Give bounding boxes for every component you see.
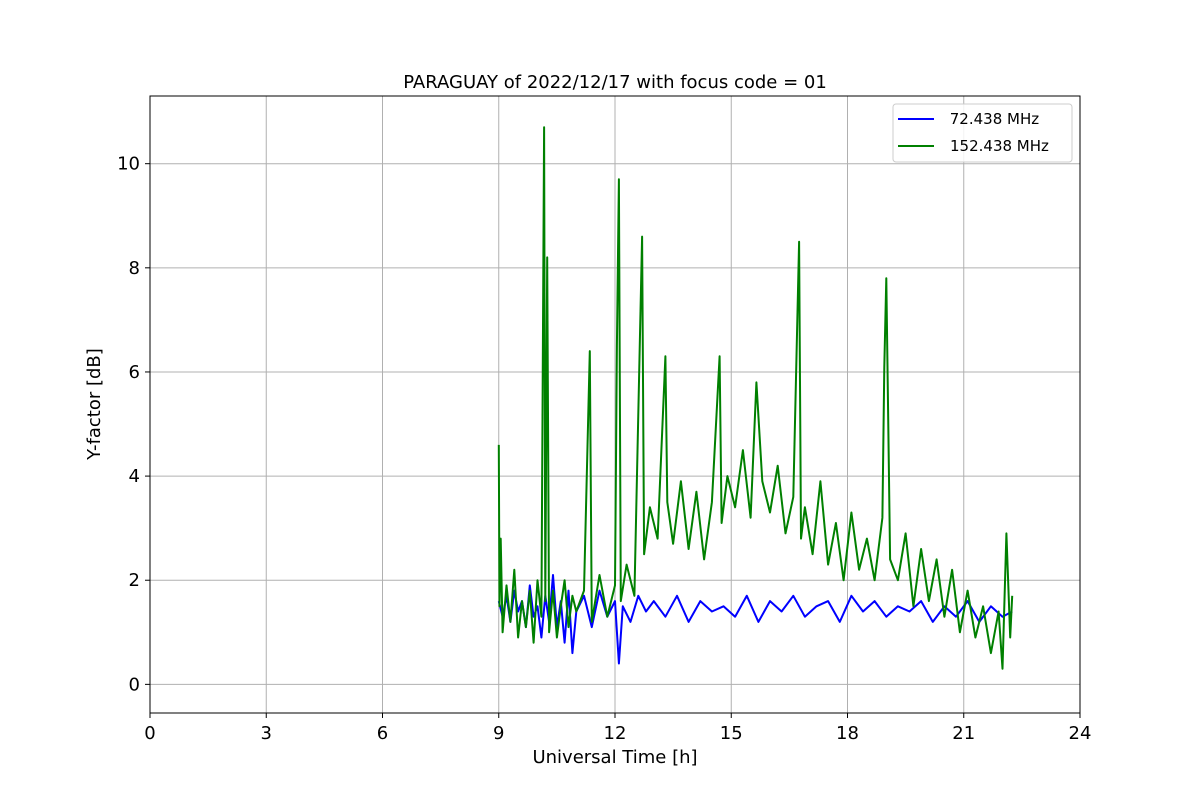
legend: 72.438 MHz 152.438 MHz [892, 103, 1073, 163]
x-tick-label: 12 [604, 723, 627, 744]
x-tick-label: 24 [1069, 723, 1092, 744]
x-tick-label: 3 [261, 723, 272, 744]
series-line-1 [497, 574, 1013, 665]
x-tick-label: 15 [720, 723, 743, 744]
x-tick-label: 6 [377, 723, 388, 744]
y-tick-label: 2 [129, 570, 140, 591]
x-tick-label: 18 [836, 723, 859, 744]
legend-label-series-1: 72.438 MHz [945, 110, 1039, 128]
y-axis-ticks: 0 2 4 6 8 10 [117, 154, 150, 695]
y-tick-label: 6 [129, 362, 140, 383]
legend-label-series-2: 152.438 MHz [950, 137, 1049, 155]
x-axis-ticks: 0 3 6 9 12 15 18 21 24 [144, 713, 1091, 744]
series-line-2 [497, 126, 1014, 670]
y-tick-label: 10 [117, 154, 140, 175]
x-tick-label: 21 [952, 723, 975, 744]
legend-box [892, 103, 1073, 163]
y-tick-label: 8 [129, 258, 140, 279]
y-tick-label: 0 [129, 674, 140, 695]
y-axis-label: Y-factor [dB] [84, 348, 105, 461]
x-tick-label: 0 [144, 723, 155, 744]
y-tick-label: 4 [129, 466, 140, 487]
chart-title: PARAGUAY of 2022/12/17 with focus code =… [403, 72, 827, 93]
data-lines [497, 126, 1014, 670]
x-axis-label: Universal Time [h] [532, 747, 697, 768]
x-tick-label: 9 [493, 723, 504, 744]
